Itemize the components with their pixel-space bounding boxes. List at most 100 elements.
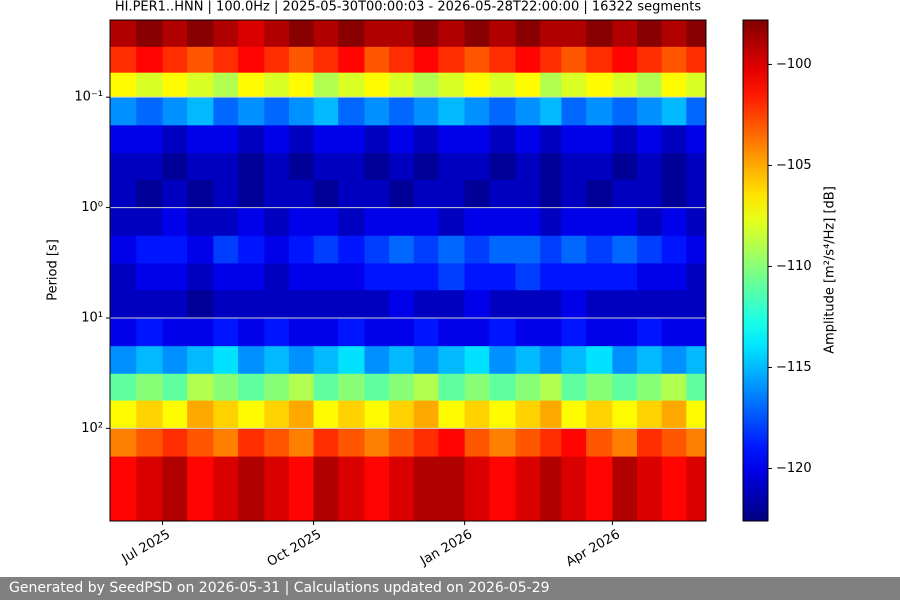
heatmap-cell <box>413 179 439 209</box>
heatmap-cell <box>464 152 490 181</box>
heatmap-cell <box>338 235 365 264</box>
heatmap-cell <box>338 125 365 154</box>
heatmap-cell <box>187 235 214 264</box>
heatmap-cell <box>110 152 137 181</box>
heatmap-cell <box>213 456 239 522</box>
heatmap-cell <box>136 290 164 319</box>
heatmap-cell <box>464 346 490 375</box>
heatmap-cell <box>637 152 663 181</box>
heatmap-cell <box>438 456 466 522</box>
heatmap-cell <box>489 456 517 522</box>
heatmap-cell <box>464 263 490 291</box>
heatmap-cell <box>389 456 415 522</box>
heatmap-cell <box>489 179 517 209</box>
heatmap-cell <box>586 428 613 458</box>
heatmap-cell <box>364 428 390 458</box>
heatmap-cell <box>288 72 315 98</box>
heatmap-cell <box>213 125 239 154</box>
heatmap-cell <box>489 125 517 154</box>
heatmap-cell <box>637 317 663 347</box>
heatmap-cell <box>264 346 290 375</box>
heatmap-cell <box>686 179 707 209</box>
heatmap-cell <box>364 46 390 74</box>
chart-title: HI.PER1..HNN | 100.0Hz | 2025-05-30T00:0… <box>115 0 702 15</box>
heatmap-cell <box>438 125 466 154</box>
heatmap-cell <box>540 400 563 429</box>
heatmap-cell <box>540 290 563 319</box>
heatmap-cell <box>313 125 339 154</box>
heatmap-cell <box>686 346 707 375</box>
heatmap-cell <box>364 97 390 126</box>
heatmap-cell <box>413 125 439 154</box>
heatmap-cell <box>561 317 587 347</box>
heatmap-cell <box>612 346 638 375</box>
heatmap-cell <box>338 46 365 74</box>
heatmap-cell <box>540 46 563 74</box>
heatmap-cell <box>389 317 415 347</box>
heatmap-cell <box>136 207 164 237</box>
heatmap-cell <box>438 207 466 237</box>
heatmap-cell <box>389 207 415 237</box>
x-tick-label: Oct 2025 <box>265 527 324 570</box>
heatmap-cell <box>389 290 415 319</box>
heatmap-cell <box>110 72 137 98</box>
heatmap-cell <box>213 235 239 264</box>
heatmap-cell <box>661 152 687 181</box>
heatmap-cell <box>389 20 415 48</box>
heatmap-cell <box>515 290 541 319</box>
heatmap-cell <box>338 179 365 209</box>
heatmap-cell <box>561 400 587 429</box>
heatmap-cell <box>187 428 214 458</box>
heatmap-cell <box>464 428 490 458</box>
heatmap-cell <box>464 456 490 522</box>
heatmap-cell <box>187 373 214 402</box>
heatmap <box>110 20 707 522</box>
heatmap-cell <box>464 97 490 126</box>
heatmap-cell <box>540 263 563 291</box>
colorbar-tick-label: −105 <box>776 158 812 173</box>
heatmap-cell <box>264 317 290 347</box>
heatmap-cell <box>637 400 663 429</box>
heatmap-cell <box>110 290 137 319</box>
heatmap-cell <box>136 400 164 429</box>
heatmap-cell <box>238 179 265 209</box>
heatmap-cell <box>561 207 587 237</box>
y-tick-label: 10² <box>81 421 103 436</box>
heatmap-cell <box>586 20 613 48</box>
y-tick-label: 10⁰ <box>81 200 103 215</box>
heatmap-cell <box>364 235 390 264</box>
heatmap-cell <box>213 346 239 375</box>
heatmap-cell <box>288 400 315 429</box>
heatmap-cell <box>515 179 541 209</box>
heatmap-cell <box>213 290 239 319</box>
heatmap-cell <box>364 400 390 429</box>
heatmap-cell <box>313 428 339 458</box>
heatmap-cell <box>162 346 188 375</box>
heatmap-cell <box>364 317 390 347</box>
heatmap-cell <box>389 263 415 291</box>
heatmap-cell <box>561 46 587 74</box>
heatmap-cell <box>438 179 466 209</box>
heatmap-cell <box>313 263 339 291</box>
heatmap-cell <box>110 373 137 402</box>
heatmap-cell <box>110 207 137 237</box>
heatmap-cell <box>187 46 214 74</box>
heatmap-cell <box>637 235 663 264</box>
heatmap-cell <box>540 20 563 48</box>
heatmap-cell <box>264 46 290 74</box>
heatmap-cell <box>364 346 390 375</box>
heatmap-cell <box>637 263 663 291</box>
heatmap-cell <box>162 263 188 291</box>
heatmap-cell <box>661 428 687 458</box>
heatmap-cell <box>264 263 290 291</box>
heatmap-cell <box>438 46 466 74</box>
heatmap-cell <box>661 263 687 291</box>
heatmap-cell <box>162 456 188 522</box>
heatmap-cell <box>515 207 541 237</box>
heatmap-cell <box>136 97 164 126</box>
heatmap-cell <box>162 46 188 74</box>
heatmap-cell <box>586 152 613 181</box>
heatmap-cell <box>187 152 214 181</box>
heatmap-cell <box>413 235 439 264</box>
heatmap-cell <box>288 97 315 126</box>
